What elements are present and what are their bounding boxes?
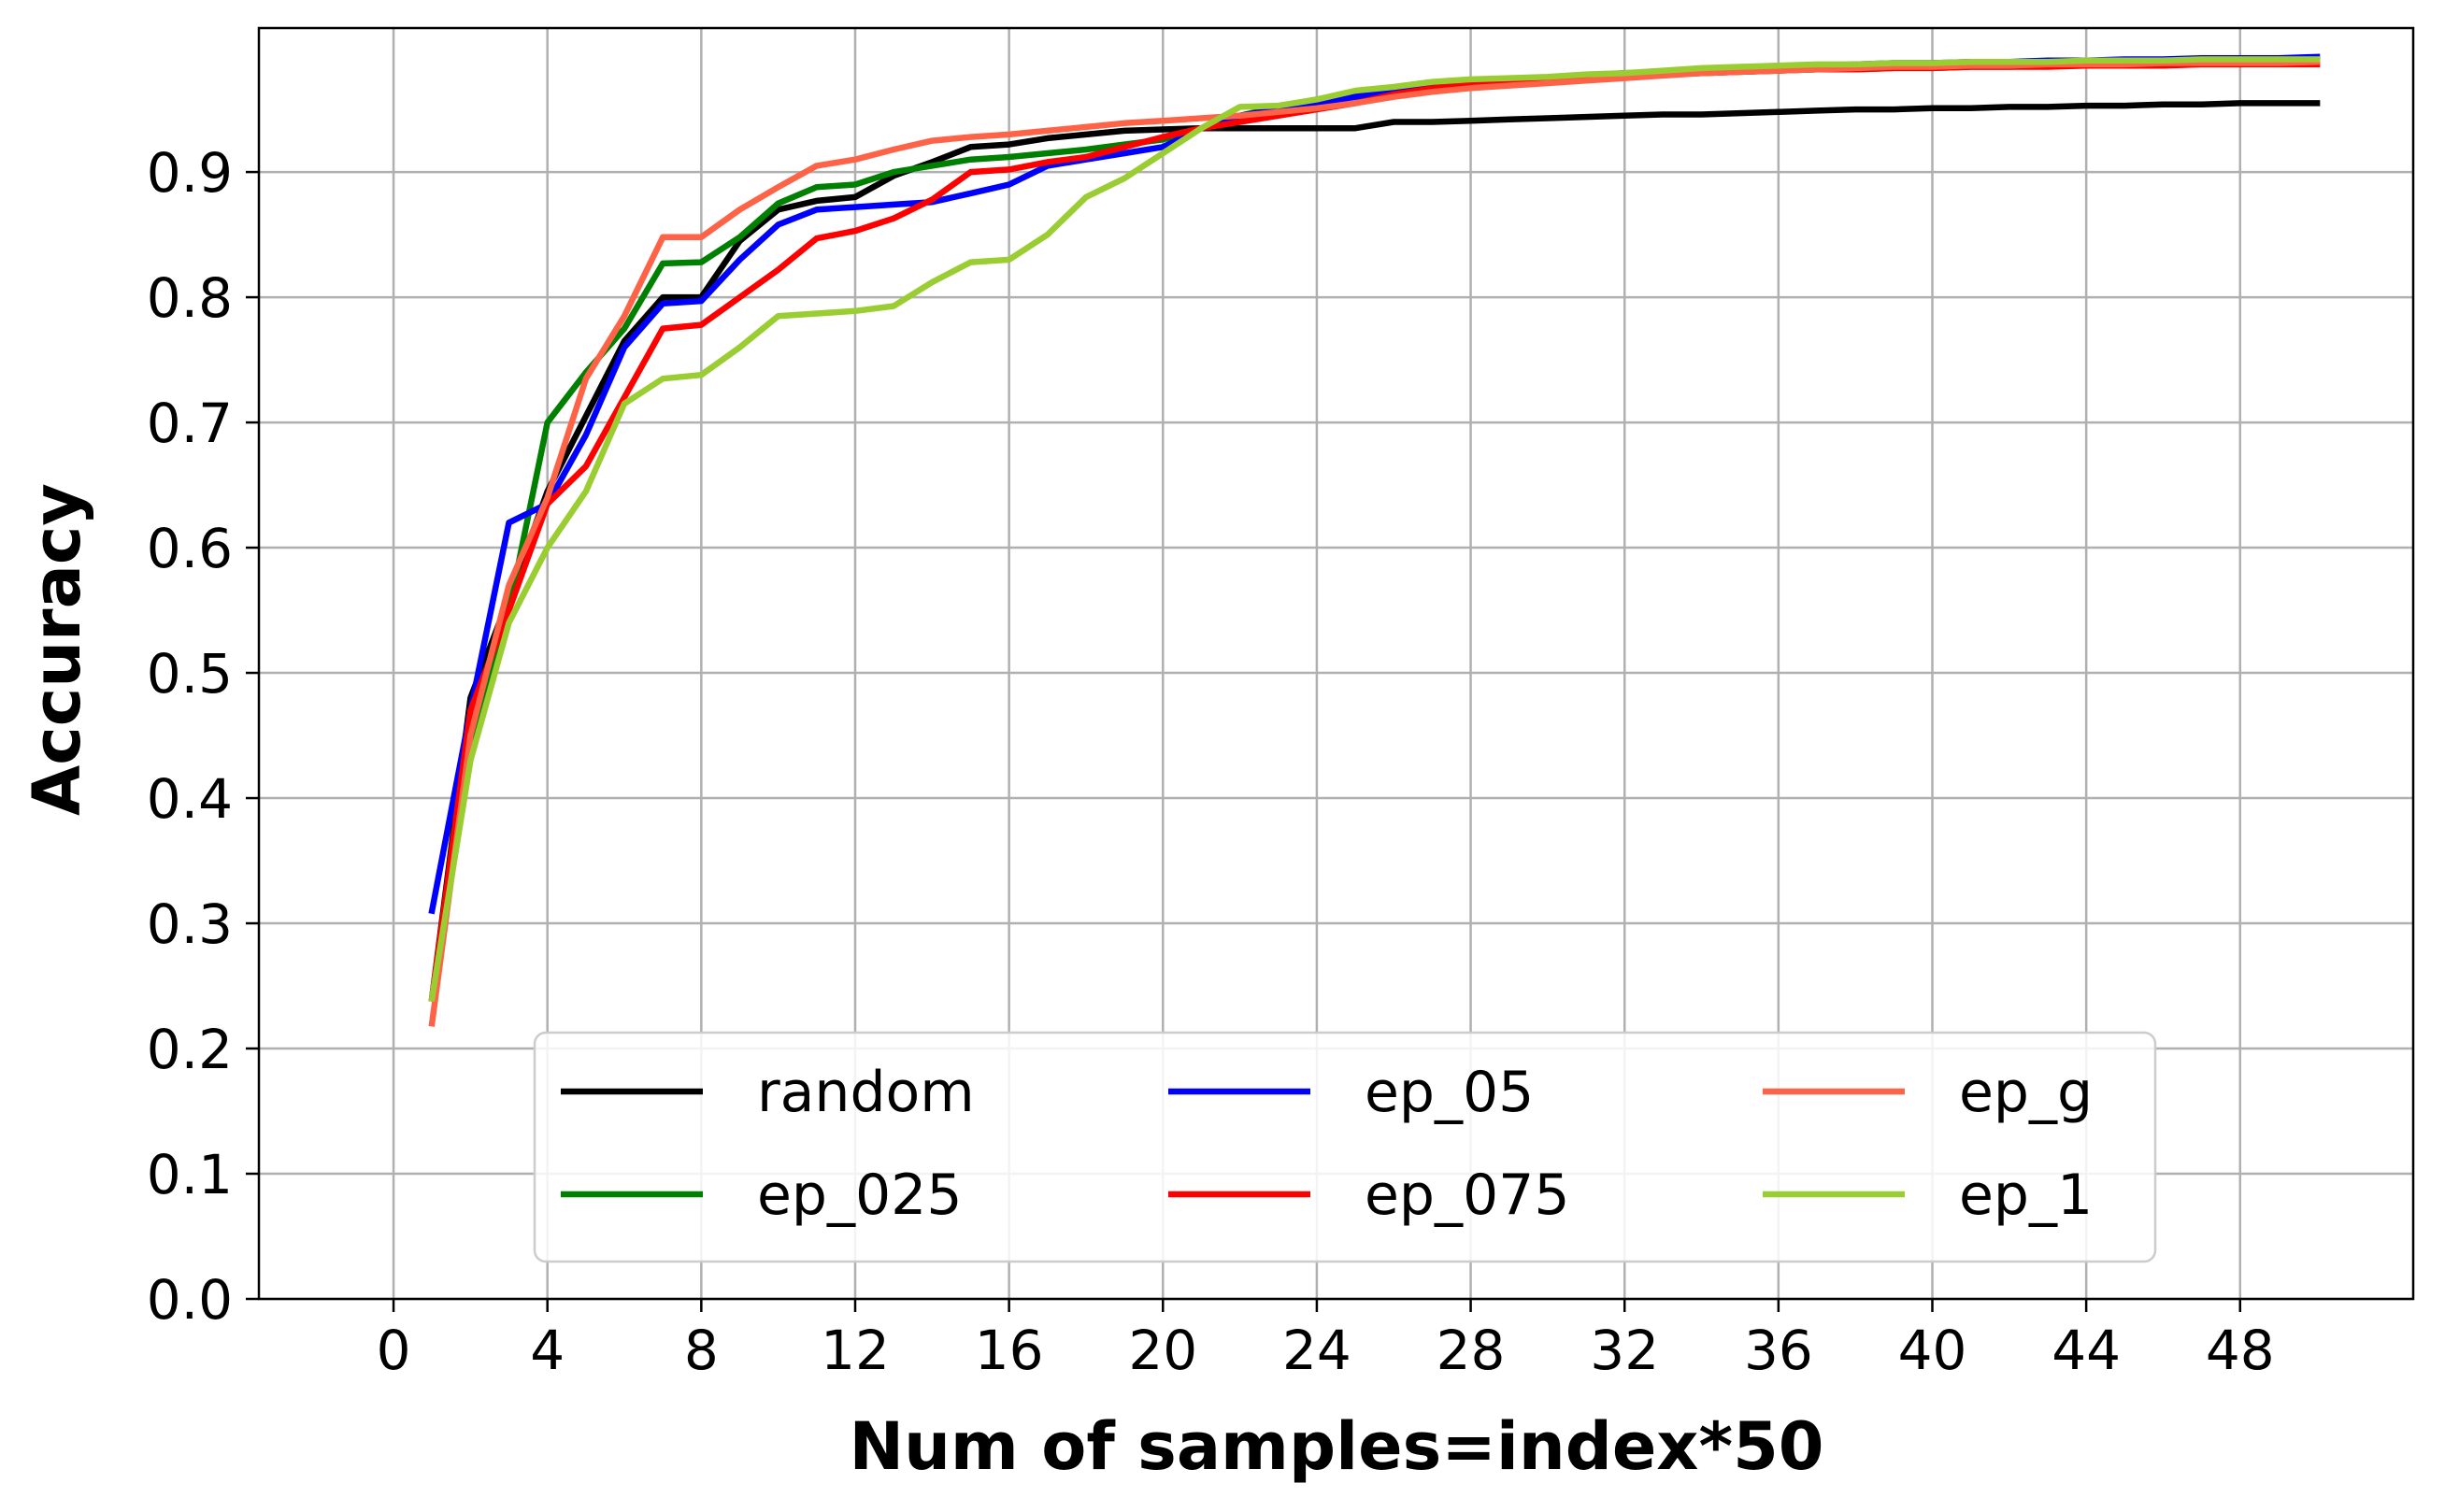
y-tick-label: 0.2 (147, 1018, 233, 1081)
x-tick-label: 16 (975, 1319, 1044, 1382)
x-tick-label: 44 (2052, 1319, 2121, 1382)
x-tick-label: 32 (1590, 1319, 1659, 1382)
series-lines (428, 53, 2321, 1027)
x-tick-label: 48 (2206, 1319, 2275, 1382)
legend-label-ep-075: ep_075 (1365, 1163, 1570, 1228)
x-tick-label: 24 (1282, 1319, 1351, 1382)
x-tick-label: 28 (1437, 1319, 1506, 1382)
y-tick-label: 0.6 (147, 517, 233, 580)
legend-label-ep-1: ep_1 (1959, 1163, 2093, 1228)
y-tick-label: 0.9 (147, 141, 233, 205)
axis-ticks: 0 4 8 12 16 20 24 28 32 36 40 44 480.00.10.20.30.40.… (147, 141, 2275, 1382)
plot-frame (257, 26, 2415, 1301)
x-tick-label: 0 (377, 1319, 411, 1382)
x-tick-label: 36 (1744, 1319, 1813, 1382)
y-tick-label: 0.1 (147, 1143, 233, 1206)
legend-box (533, 1031, 2157, 1263)
legend: random ep_025 ep_05 ep_075 ep_g ep_1 (533, 1031, 2157, 1263)
x-axis-title: Num of samples=index*50 (850, 1408, 1824, 1485)
x-tick-label: 8 (684, 1319, 719, 1382)
legend-label-ep-025: ep_025 (757, 1163, 963, 1228)
y-tick-label: 0.3 (147, 892, 233, 956)
x-tick-label: 4 (530, 1319, 565, 1382)
series-line-random (428, 100, 2321, 1003)
series-line-ep-g (428, 58, 2321, 1027)
y-tick-label: 0.5 (147, 642, 233, 706)
legend-label-ep-05: ep_05 (1365, 1060, 1534, 1125)
y-axis-title: Accuracy (19, 483, 95, 816)
y-tick-label: 0.4 (147, 767, 233, 831)
x-tick-label: 20 (1128, 1319, 1197, 1382)
x-tick-label: 12 (821, 1319, 890, 1382)
series-line-ep-1 (428, 56, 2321, 1003)
legend-label-ep-g: ep_g (1959, 1060, 2093, 1125)
x-tick-label: 40 (1898, 1319, 1967, 1382)
y-tick-label: 0.0 (147, 1268, 233, 1332)
y-tick-label: 0.7 (147, 392, 233, 455)
legend-label-random: random (757, 1060, 975, 1125)
y-tick-label: 0.8 (147, 266, 233, 330)
